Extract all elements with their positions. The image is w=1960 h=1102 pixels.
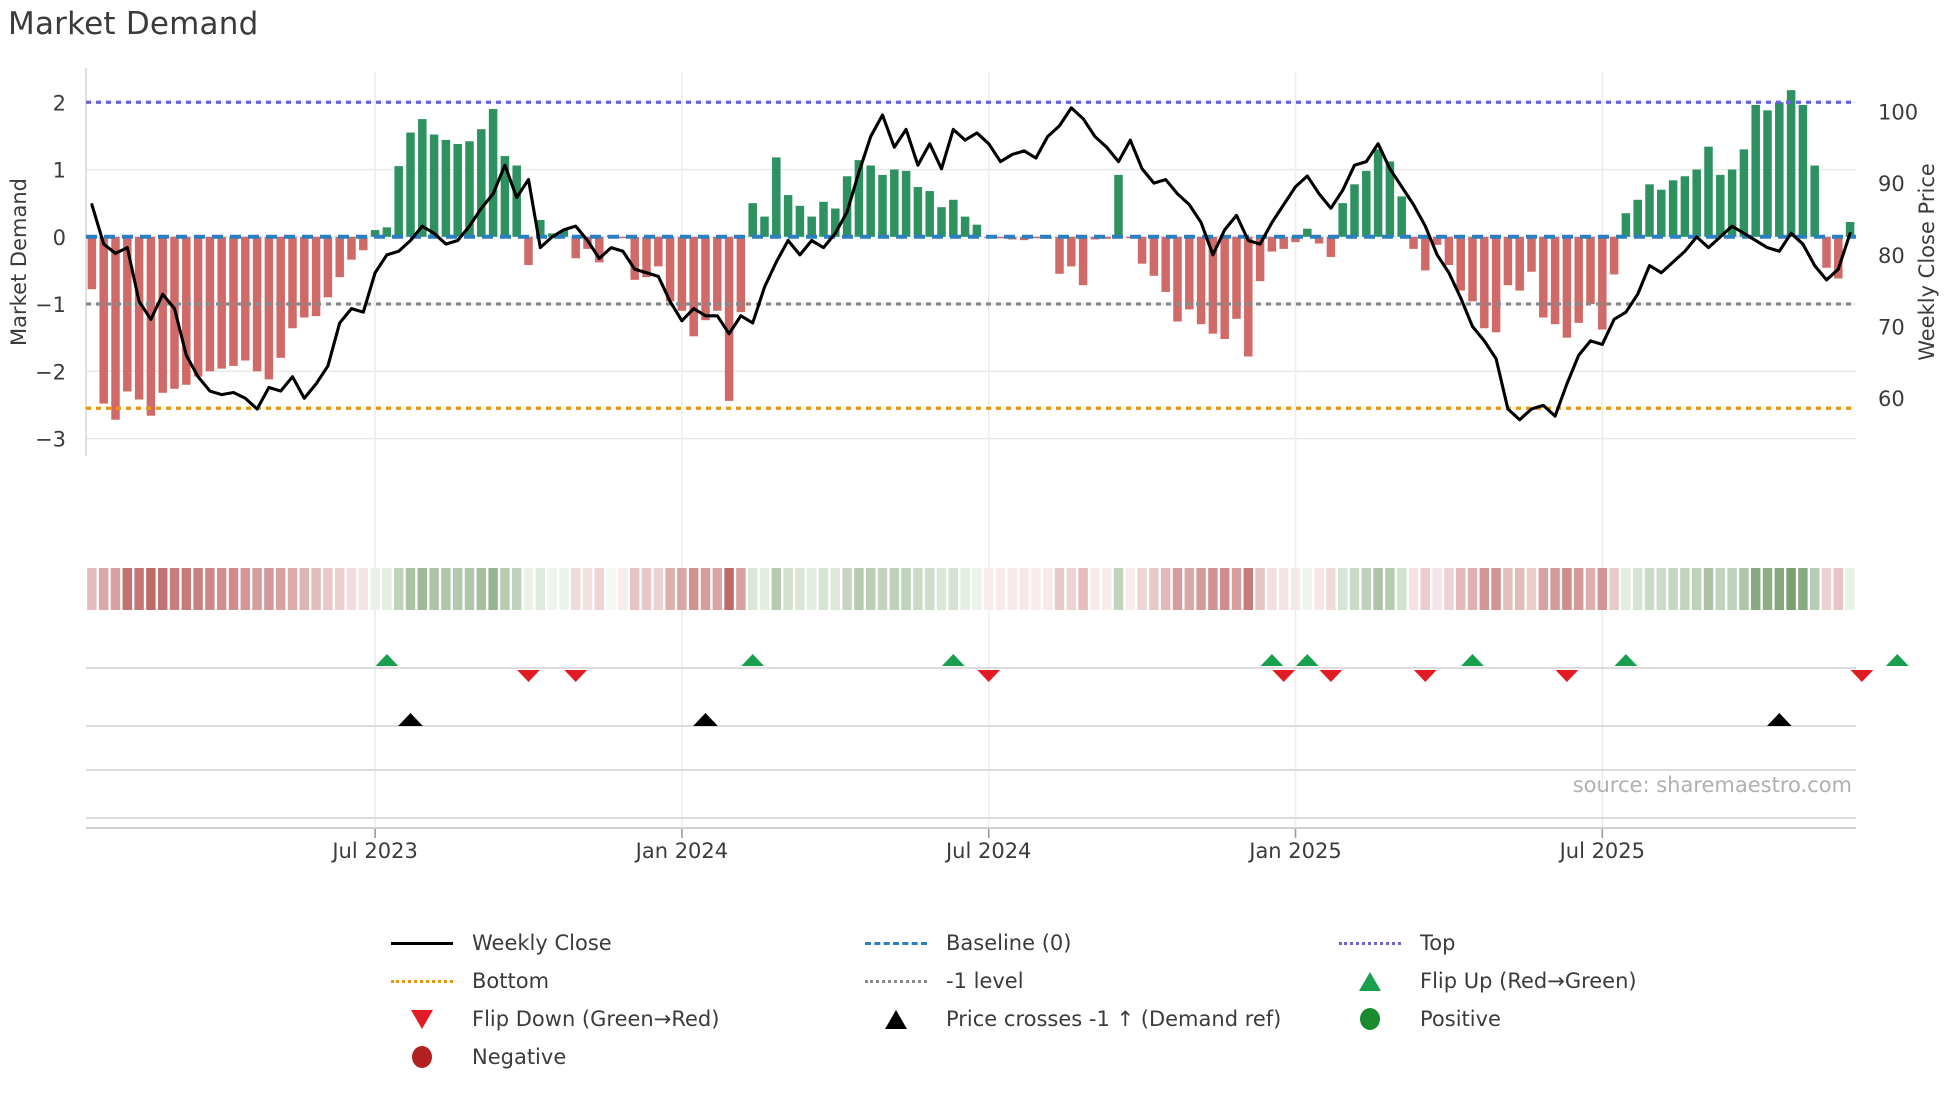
demand-bars-layer	[87, 90, 1855, 420]
grid-layer	[85, 68, 1856, 830]
dotted-line-icon	[386, 971, 458, 991]
y-axis-tick-label: −3	[35, 428, 66, 452]
legend-item-flip-down[interactable]: Flip Down (Green→Red)	[386, 1004, 860, 1034]
flip-down-marker	[517, 670, 540, 682]
reference-lines-layer	[86, 100, 1856, 410]
x-axis-tick-label: Jul 2024	[944, 839, 1031, 863]
legend-item-price-cross[interactable]: Price crosses -1 ↑ (Demand ref)	[860, 1004, 1334, 1034]
flip-up-marker	[1461, 654, 1484, 666]
legend-item-bottom[interactable]: Bottom	[386, 966, 860, 996]
legend-label: Flip Down (Green→Red)	[472, 1007, 720, 1031]
y2-axis-tick-label: 80	[1878, 244, 1905, 268]
flip-down-marker	[564, 670, 588, 682]
solid-line-icon	[386, 933, 458, 953]
y2-axis-tick-label: 100	[1878, 100, 1918, 124]
heatmap-strip-layer	[87, 568, 1855, 610]
y-axis-tick-label: 1	[53, 159, 66, 183]
flip-up-marker	[375, 654, 399, 666]
x-axis-tick-label: Jul 2023	[330, 839, 417, 863]
x-axis-tick-label: Jan 2024	[634, 839, 729, 863]
x-axis-tick-label: Jul 2025	[1558, 839, 1645, 863]
dotted-line-icon	[860, 971, 932, 991]
legend-item-top[interactable]: Top	[1334, 928, 1644, 958]
price-cross-marker	[1766, 713, 1792, 726]
flip-down-marker	[1413, 670, 1437, 682]
flip-down-marker	[1272, 670, 1296, 682]
y2-axis-tick-label: 60	[1878, 387, 1905, 411]
flip-up-marker	[1885, 654, 1909, 666]
y-axis-title: Market Demand	[7, 178, 31, 346]
y2-axis-tick-label: 90	[1878, 172, 1905, 196]
y-axis-tick-label: 0	[53, 226, 66, 250]
triangle-up-icon	[1334, 971, 1406, 991]
triangle-down-icon	[386, 1009, 458, 1029]
y-axis-tick-label: −2	[35, 360, 66, 384]
price-cross-marker	[693, 713, 718, 726]
legend-item-minus-one-level[interactable]: -1 level	[860, 966, 1334, 996]
flip-up-marker	[741, 654, 765, 666]
triangle-up-icon	[860, 1009, 932, 1029]
x-axis-tick-label: Jan 2025	[1247, 839, 1342, 863]
legend-label: Bottom	[472, 969, 550, 993]
legend-label: Baseline (0)	[946, 931, 1072, 955]
weekly-close-line-layer	[90, 106, 1852, 422]
flip-down-marker	[1319, 670, 1343, 682]
legend-label: Negative	[472, 1045, 567, 1069]
legend-item-weekly-close[interactable]: Weekly Close	[386, 928, 860, 958]
y2-axis-tick-label: 70	[1878, 316, 1905, 340]
y-axis-tick-label: 2	[53, 91, 66, 115]
markers-layer	[86, 654, 1909, 819]
legend-item-negative[interactable]: Negative	[386, 1042, 860, 1072]
axis-layer: 2 1 0 −1 −2 −3 100 90 80 70 60 Jul 2023 Jan 2024 Jul …	[7, 91, 1939, 863]
flip-down-marker	[1850, 670, 1874, 682]
source-attribution: source: sharemaestro.com	[1573, 773, 1852, 797]
flip-down-marker	[1555, 670, 1579, 682]
flip-down-marker	[977, 670, 1001, 682]
legend-label: Top	[1420, 931, 1456, 955]
legend-item-flip-up[interactable]: Flip Up (Red→Green)	[1334, 966, 1644, 996]
chart-legend: Weekly Close Baseline (0) Top Bottom -1 …	[386, 928, 1646, 1072]
legend-label: Weekly Close	[472, 931, 612, 955]
circle-icon	[386, 1046, 458, 1068]
page-title: Market Demand	[8, 6, 259, 42]
legend-label: -1 level	[946, 969, 1024, 993]
legend-label: Positive	[1420, 1007, 1501, 1031]
y2-axis-title: Weekly Close Price	[1915, 163, 1939, 361]
flip-up-marker	[1614, 654, 1638, 666]
circle-icon	[1334, 1008, 1406, 1030]
flip-up-marker	[1260, 654, 1284, 666]
dotted-line-icon	[1334, 933, 1406, 953]
dashed-line-icon	[860, 933, 932, 953]
legend-item-positive[interactable]: Positive	[1334, 1004, 1644, 1034]
y-axis-tick-label: −1	[35, 293, 66, 317]
flip-up-marker	[1295, 654, 1319, 666]
legend-label: Flip Up (Red→Green)	[1420, 969, 1637, 993]
price-cross-marker	[398, 713, 423, 726]
flip-up-marker	[941, 654, 965, 666]
legend-label: Price crosses -1 ↑ (Demand ref)	[946, 1007, 1282, 1031]
legend-item-baseline[interactable]: Baseline (0)	[860, 928, 1334, 958]
